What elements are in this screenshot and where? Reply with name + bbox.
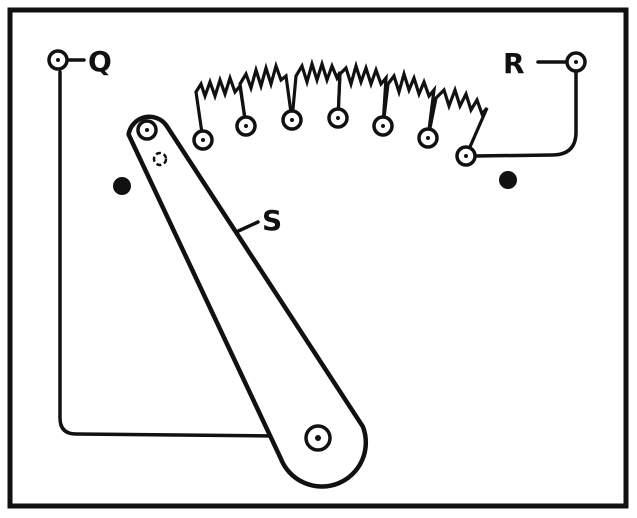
- contact-stud: [327, 107, 349, 129]
- switch-arm-knob: [152, 151, 168, 167]
- contact-stud: [372, 115, 394, 137]
- contact-stud: [235, 115, 257, 137]
- contact-stud: [455, 145, 477, 167]
- contact-studs: [192, 107, 477, 167]
- wire-q-to-pivot: [58, 70, 277, 438]
- switch-arm: [126, 114, 369, 489]
- label-s: S: [262, 204, 282, 237]
- label-r: R: [503, 47, 525, 80]
- resistance-coil: [194, 58, 489, 157]
- stop-pin-left: [113, 177, 131, 195]
- contact-stud: [192, 129, 214, 151]
- label-q: Q: [88, 45, 112, 78]
- wire-r-to-stud: [472, 64, 578, 158]
- contact-stud: [417, 127, 439, 149]
- terminal-r: [565, 51, 587, 73]
- switch-arm-body: [126, 114, 369, 489]
- contact-stud: [281, 109, 303, 131]
- terminal-q: [47, 49, 69, 71]
- stop-pin-right: [499, 171, 517, 189]
